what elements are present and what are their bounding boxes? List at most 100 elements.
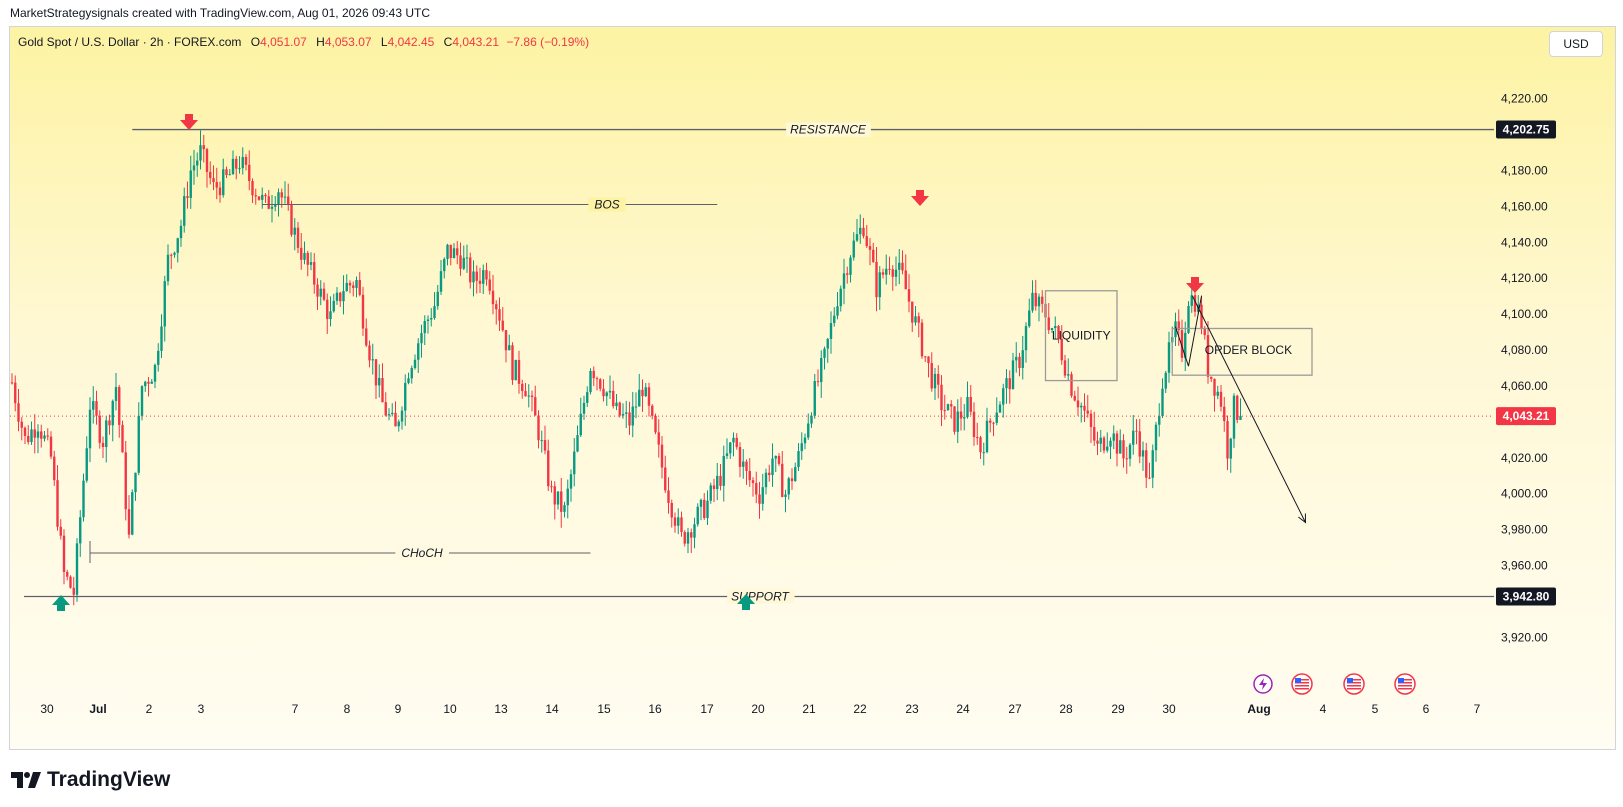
us-flag-icon [1291, 673, 1313, 695]
candle-body [264, 194, 267, 197]
high-key: H [316, 35, 325, 49]
candle-body [147, 381, 150, 384]
candle-body [745, 461, 748, 471]
candle-body [816, 381, 820, 383]
candle-body [641, 389, 644, 397]
candle-body [534, 397, 537, 416]
candle-body [244, 157, 248, 165]
candle-body [937, 373, 940, 385]
bos-label: BOS [594, 198, 619, 212]
currency-button[interactable]: USD [1549, 31, 1603, 57]
candle-body [306, 252, 309, 265]
candle-body [651, 405, 654, 416]
candle-body [296, 227, 300, 248]
candle-body [361, 294, 365, 329]
candle-body [212, 178, 215, 183]
candle-body [160, 326, 163, 351]
candle-body [205, 149, 209, 172]
chart-area[interactable]: RESISTANCE SUPPORT BOS CHoCH LIQUIDITY ORDER … [9, 26, 1616, 750]
candle-body [290, 204, 293, 235]
candle-body [940, 384, 943, 411]
choch-label-bg [395, 546, 449, 561]
candle-body [706, 500, 709, 519]
candle-body [982, 452, 985, 454]
candle-body [969, 396, 972, 412]
candle-body [491, 290, 495, 305]
change-value: −7.86 (−0.19%) [506, 35, 590, 49]
chart-credit: MarketStrategysignals created with Tradi… [10, 6, 431, 20]
low-value: 4,042.45 [387, 35, 435, 49]
candle-body [686, 532, 690, 544]
x-axis-tick: 6 [1423, 702, 1430, 716]
candle-body [101, 442, 105, 448]
candle-body [1135, 430, 1138, 432]
candle-body [92, 401, 95, 410]
candle-body [732, 437, 735, 443]
candle-body [1154, 424, 1158, 451]
candle-body [865, 236, 868, 247]
candle-body [709, 485, 712, 501]
candle-body [540, 440, 543, 442]
candle-body [901, 262, 904, 271]
support-price-label-bg [1496, 587, 1556, 606]
candle-body [878, 272, 881, 298]
candle-body [82, 480, 85, 518]
candle-body [1184, 332, 1187, 358]
candle-body [30, 429, 33, 443]
low-key: L [380, 35, 388, 49]
us-flag-icon [1398, 679, 1412, 681]
candle-body [475, 271, 478, 281]
candle-body [170, 254, 173, 256]
candle-body [696, 506, 699, 525]
candle-body [75, 543, 79, 595]
candle-body [482, 270, 485, 284]
candle-body [699, 499, 703, 507]
candle-body [150, 381, 153, 384]
candle-body [644, 387, 647, 397]
tradingview-logo[interactable]: TradingView [11, 768, 170, 792]
candle-body [342, 291, 345, 302]
candle-body [1041, 296, 1044, 304]
x-axis-tick: 3 [198, 702, 205, 716]
x-axis-tick: 14 [545, 702, 559, 716]
choch-label: CHoCH [401, 546, 443, 560]
candle-body [995, 412, 998, 423]
chart-canvas[interactable]: RESISTANCESUPPORTBOSCHoCHLIQUIDITYORDER … [10, 27, 1615, 749]
candle-body [781, 463, 784, 497]
candle-body [1067, 374, 1070, 376]
zigzag-line [1175, 296, 1202, 367]
candle-body [1125, 458, 1128, 460]
candle-body [1086, 410, 1089, 414]
candle-body [1223, 406, 1226, 422]
candle-body [797, 451, 800, 468]
candle-body [316, 284, 319, 297]
candle-body [144, 381, 147, 387]
candle-body [621, 413, 625, 416]
candle-body [920, 322, 924, 357]
candle-body [631, 406, 634, 426]
candle-body [950, 404, 953, 407]
symbol-name: Gold Spot / U.S. Dollar · 2h · FOREX.com [18, 35, 242, 49]
candle-body [638, 389, 641, 407]
candle-body [118, 387, 121, 425]
candle-body [680, 517, 683, 533]
candle-body [202, 145, 205, 150]
candle-body [462, 257, 465, 269]
candle-body [537, 415, 540, 441]
candle-body [800, 443, 803, 452]
candle-body [852, 240, 855, 258]
candle-body [387, 414, 391, 416]
y-axis-tick: 3,960.00 [1501, 559, 1548, 573]
candle-body [976, 437, 979, 439]
candle-body [550, 486, 553, 488]
candle-body [121, 424, 124, 453]
candle-body [108, 420, 111, 426]
candle-body [1138, 431, 1141, 457]
candle-body [436, 291, 439, 307]
candle-body [855, 234, 859, 241]
candle-body [62, 535, 66, 572]
candle-body [579, 413, 582, 436]
candle-body [774, 455, 777, 459]
candle-body [1112, 433, 1115, 441]
candle-body [261, 194, 264, 200]
